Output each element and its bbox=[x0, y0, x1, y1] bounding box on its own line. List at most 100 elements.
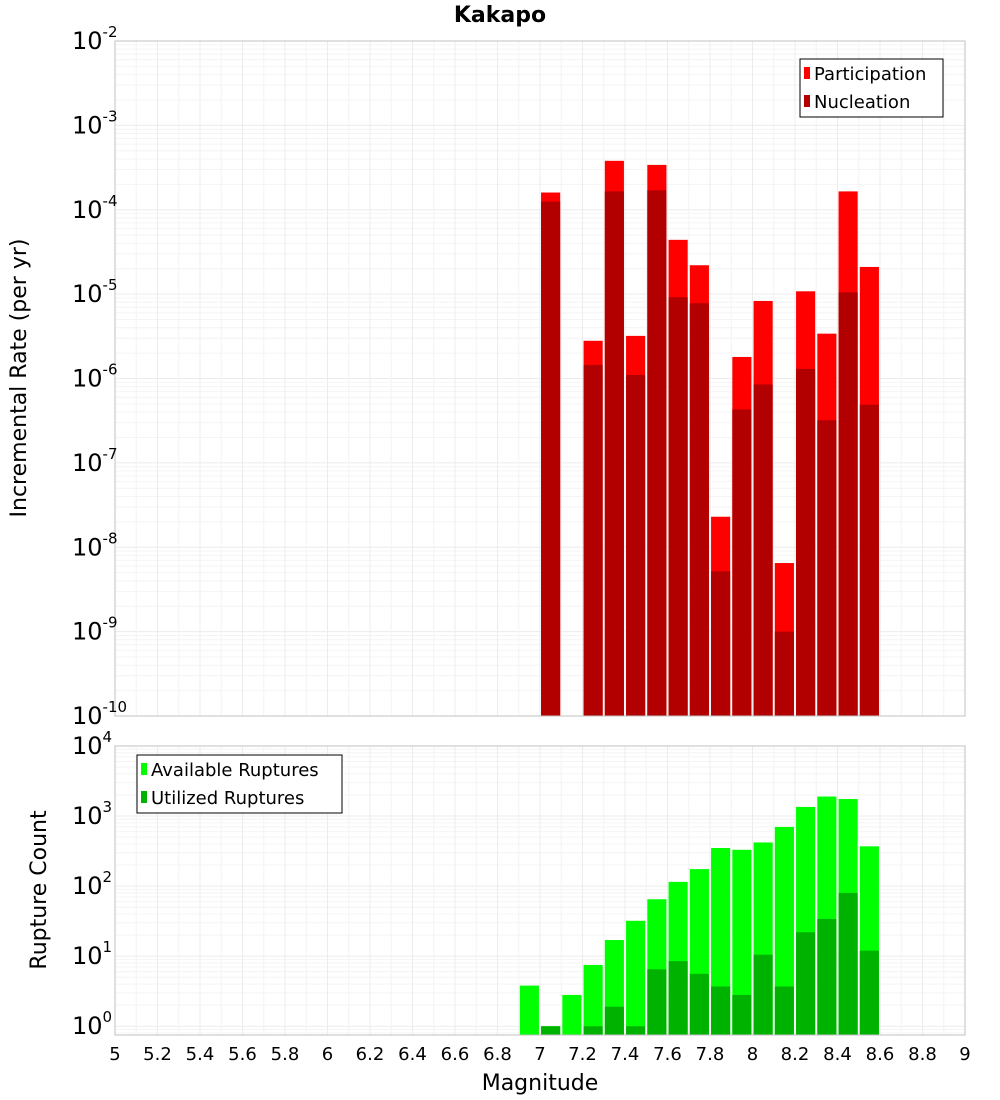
x-tick-label: 7.2 bbox=[568, 1044, 597, 1065]
bar bbox=[732, 849, 752, 1035]
y-tick-label: 10-10 bbox=[72, 698, 127, 730]
x-tick-label: 6.2 bbox=[356, 1044, 385, 1065]
bar bbox=[817, 420, 837, 716]
bar bbox=[668, 297, 688, 716]
legend: Available Ruptures Utilized Ruptures bbox=[136, 754, 343, 814]
y-tick-label: 101 bbox=[72, 938, 112, 970]
x-tick-label: 6 bbox=[322, 1044, 333, 1065]
legend-label: Utilized Ruptures bbox=[151, 788, 304, 809]
bar bbox=[604, 191, 624, 717]
x-tick-label: 6.8 bbox=[483, 1044, 512, 1065]
chart-title: Kakapo bbox=[454, 3, 546, 28]
bar bbox=[711, 986, 731, 1035]
bar bbox=[604, 1006, 624, 1035]
bar bbox=[689, 973, 709, 1035]
y-tick-label: 103 bbox=[72, 798, 112, 830]
bar bbox=[626, 375, 646, 716]
legend-swatch bbox=[141, 791, 147, 803]
rupture-count-plot: 100 101 102 103 104 5 5.2 5.4 5.6 5.8 6 6.2 6.4 6.6 6.… bbox=[72, 728, 971, 1065]
bar bbox=[774, 631, 794, 716]
legend-box bbox=[799, 58, 944, 118]
y-tick-label: 10-7 bbox=[72, 445, 118, 477]
bar bbox=[711, 571, 731, 716]
bar bbox=[753, 954, 773, 1035]
y-tick-labels: 100 101 102 103 104 bbox=[72, 728, 112, 1040]
x-tick-label: 8.4 bbox=[823, 1044, 852, 1065]
x-tick-label: 7 bbox=[534, 1044, 545, 1065]
y-tick-label: 102 bbox=[72, 868, 112, 900]
bar bbox=[689, 303, 709, 716]
y-tick-label: 10-4 bbox=[72, 192, 118, 224]
x-tick-label: 5.6 bbox=[228, 1044, 257, 1065]
bar bbox=[647, 969, 667, 1035]
x-tick-label: 8 bbox=[747, 1044, 758, 1065]
series-nucleation bbox=[541, 190, 879, 717]
y-tick-label: 10-2 bbox=[72, 23, 118, 55]
bars bbox=[519, 796, 879, 1035]
plot-frame bbox=[114, 40, 966, 717]
bar bbox=[647, 190, 667, 716]
bar bbox=[732, 994, 752, 1035]
x-tick-label: 7.6 bbox=[653, 1044, 682, 1065]
y-tick-label: 10-9 bbox=[72, 614, 118, 646]
bar bbox=[583, 364, 603, 716]
bar bbox=[541, 1026, 561, 1035]
x-tick-label: 8.8 bbox=[908, 1044, 937, 1065]
y-tick-label: 100 bbox=[72, 1008, 112, 1040]
bar bbox=[796, 932, 816, 1035]
bar bbox=[583, 1026, 603, 1035]
bar bbox=[732, 409, 752, 716]
bar bbox=[838, 292, 858, 716]
x-tick-label: 5 bbox=[109, 1044, 120, 1065]
x-tick-label: 8.6 bbox=[866, 1044, 895, 1065]
y-tick-labels: 10-10 10-9 10-8 10-7 10-6 10-5 10-4 10-3 10-2 bbox=[72, 23, 127, 730]
y-tick-label: 10-3 bbox=[72, 107, 118, 139]
bar bbox=[541, 201, 561, 716]
bar bbox=[859, 950, 879, 1035]
x-tick-label: 8.2 bbox=[781, 1044, 810, 1065]
x-tick-label: 5.4 bbox=[186, 1044, 215, 1065]
legend-label: Nucleation bbox=[814, 92, 910, 113]
legend-label: Available Ruptures bbox=[151, 760, 319, 781]
legend-swatch bbox=[804, 95, 810, 107]
grid bbox=[114, 40, 966, 717]
y-tick-label: 104 bbox=[72, 728, 112, 760]
bar bbox=[753, 384, 773, 716]
participation-nucleation-plot: 10-10 10-9 10-8 10-7 10-6 10-5 10-4 10-3 10-2 Par… bbox=[72, 23, 966, 730]
x-tick-label: 9 bbox=[959, 1044, 970, 1065]
bar bbox=[796, 368, 816, 716]
x-tick-label: 7.8 bbox=[696, 1044, 725, 1065]
bar bbox=[519, 985, 539, 1035]
bar bbox=[626, 920, 646, 1035]
bar bbox=[774, 986, 794, 1035]
x-axis-label: Magnitude bbox=[482, 1071, 599, 1096]
legend-box bbox=[136, 754, 343, 814]
bar bbox=[626, 1026, 646, 1035]
plot-frame bbox=[114, 745, 966, 1036]
x-tick-label: 5.2 bbox=[143, 1044, 172, 1065]
y-tick-label: 10-6 bbox=[72, 361, 118, 393]
x-tick-label: 6.6 bbox=[441, 1044, 470, 1065]
legend-swatch bbox=[804, 67, 810, 79]
bar bbox=[562, 994, 582, 1035]
bar bbox=[668, 961, 688, 1035]
legend-label: Participation bbox=[814, 64, 926, 85]
legend: Participation Nucleation bbox=[799, 58, 944, 118]
legend-swatch bbox=[141, 763, 147, 775]
bar bbox=[817, 918, 837, 1035]
y-tick-label: 10-8 bbox=[72, 529, 118, 561]
bar bbox=[774, 826, 794, 1035]
bars bbox=[541, 160, 879, 717]
series-utilized-ruptures bbox=[541, 892, 879, 1035]
bottom-y-axis-label: Rupture Count bbox=[27, 810, 52, 970]
x-tick-labels: 5 5.2 5.4 5.6 5.8 6 6.2 6.4 6.6 6.8 7 7.2 7.4 7.6 7.8 8… bbox=[109, 1044, 970, 1065]
bar bbox=[859, 404, 879, 716]
x-tick-label: 6.4 bbox=[398, 1044, 427, 1065]
bar bbox=[583, 964, 603, 1035]
x-tick-label: 7.4 bbox=[611, 1044, 640, 1065]
x-tick-label: 5.8 bbox=[271, 1044, 300, 1065]
bar bbox=[838, 892, 858, 1035]
top-y-axis-label: Incremental Rate (per yr) bbox=[7, 239, 32, 518]
